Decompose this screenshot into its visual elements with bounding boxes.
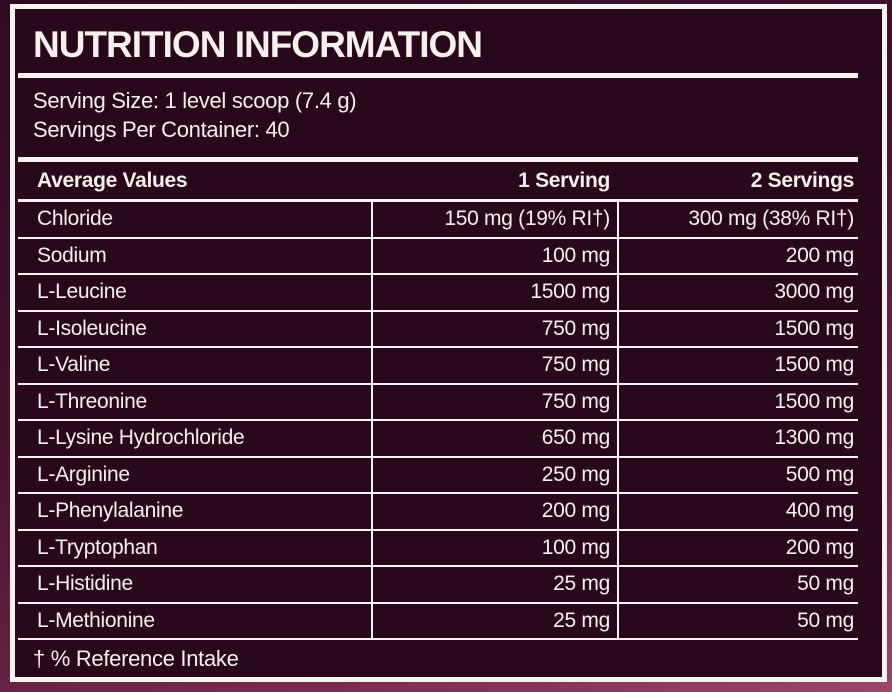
nutrition-label-panel: NUTRITION INFORMATION Serving Size: 1 le…: [10, 4, 887, 682]
nutrient-value-1-serving: 100 mg: [371, 238, 617, 273]
nutrient-name: L-Lysine Hydrochloride: [37, 426, 245, 450]
nutrient-value-2-servings: 500 mg: [617, 457, 858, 492]
nutrient-name: Chloride: [37, 207, 113, 231]
nutrition-table: Average Values 1 Serving 2 Servings Chlo…: [18, 157, 858, 640]
nutrient-name: L-Valine: [37, 353, 111, 377]
nutrient-value-2-servings: 1500 mg: [617, 348, 858, 383]
nutrient-value-2-servings: 1500 mg: [617, 384, 858, 419]
nutrient-name: L-Threonine: [37, 389, 147, 413]
nutrient-name: L-Phenylalanine: [37, 499, 184, 523]
nutrient-value-2-servings: 400 mg: [617, 494, 858, 529]
nutrient-value-1-serving: 200 mg: [371, 494, 617, 529]
reference-intake-footnote: † % Reference Intake: [33, 645, 239, 671]
nutrient-value-2-servings: 300 mg (38% RI†): [617, 202, 858, 237]
nutrient-value-1-serving: 150 mg (19% RI†): [371, 202, 617, 237]
table-row: L-Leucine 1500 mg 3000 mg: [18, 275, 858, 312]
table-row: L-Phenylalanine 200 mg 400 mg: [18, 494, 858, 531]
nutrient-name: L-Isoleucine: [37, 316, 147, 340]
serving-info: Serving Size: 1 level scoop (7.4 g) Serv…: [18, 86, 858, 144]
title-divider: [18, 73, 858, 78]
nutrient-value-1-serving: 750 mg: [371, 348, 617, 383]
servings-per-container-text: Servings Per Container: 40: [33, 117, 290, 142]
table-header-row: Average Values 1 Serving 2 Servings: [18, 162, 858, 202]
nutrient-name: L-Methionine: [37, 608, 155, 632]
nutrient-value-1-serving: 650 mg: [371, 421, 617, 456]
nutrient-value-2-servings: 200 mg: [617, 238, 858, 273]
nutrient-value-2-servings: 1500 mg: [617, 311, 858, 346]
column-header-2-servings: 2 Servings: [750, 168, 855, 192]
table-row: L-Isoleucine 750 mg 1500 mg: [18, 311, 858, 348]
nutrient-value-1-serving: 750 mg: [371, 384, 617, 419]
table-row: L-Lysine Hydrochloride 650 mg 1300 mg: [18, 421, 858, 458]
table-row: L-Threonine 750 mg 1500 mg: [18, 384, 858, 421]
column-header-average-values: Average Values: [37, 168, 188, 192]
nutrient-value-2-servings: 50 mg: [617, 567, 858, 602]
nutrient-value-2-servings: 50 mg: [617, 603, 858, 638]
table-row: L-Histidine 25 mg 50 mg: [18, 567, 858, 604]
nutrient-value-2-servings: 1300 mg: [617, 421, 858, 456]
nutrient-value-1-serving: 25 mg: [371, 603, 617, 638]
nutrient-name: L-Leucine: [37, 280, 127, 304]
table-row: L-Arginine 250 mg 500 mg: [18, 457, 858, 494]
nutrient-value-2-servings: 200 mg: [617, 530, 858, 565]
nutrient-name: L-Histidine: [37, 572, 133, 596]
nutrient-name: L-Arginine: [37, 462, 130, 486]
column-header-1-serving: 1 Serving: [518, 168, 610, 192]
table-row: Sodium 100 mg 200 mg: [18, 238, 858, 275]
nutrient-name: L-Tryptophan: [37, 535, 158, 559]
label-content: NUTRITION INFORMATION Serving Size: 1 le…: [15, 9, 882, 677]
nutrient-value-1-serving: 100 mg: [371, 530, 617, 565]
table-body: Chloride 150 mg (19% RI†) 300 mg (38% RI…: [18, 202, 858, 640]
serving-size-text: Serving Size: 1 level scoop (7.4 g): [33, 88, 357, 113]
nutrient-value-1-serving: 1500 mg: [371, 275, 617, 310]
nutrient-name: Sodium: [37, 243, 107, 267]
nutrient-value-1-serving: 25 mg: [371, 567, 617, 602]
table-row: Chloride 150 mg (19% RI†) 300 mg (38% RI…: [18, 202, 858, 239]
table-row: L-Methionine 25 mg 50 mg: [18, 603, 858, 640]
table-row: L-Valine 750 mg 1500 mg: [18, 348, 858, 385]
table-row: L-Tryptophan 100 mg 200 mg: [18, 530, 858, 567]
nutrient-value-2-servings: 3000 mg: [617, 275, 858, 310]
page-title: NUTRITION INFORMATION: [33, 24, 483, 65]
nutrient-value-1-serving: 750 mg: [371, 311, 617, 346]
nutrient-value-1-serving: 250 mg: [371, 457, 617, 492]
